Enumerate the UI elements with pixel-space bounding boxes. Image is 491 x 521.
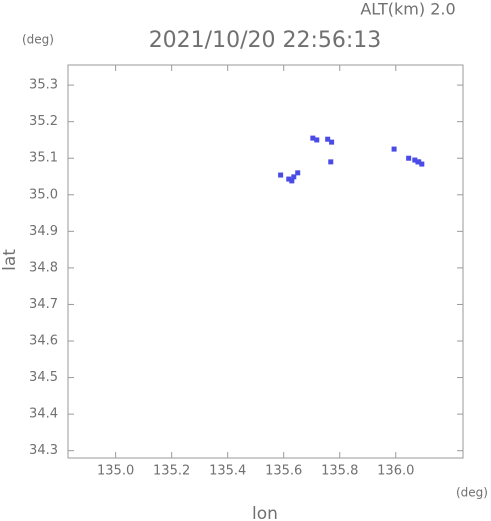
y-axis-label: lat — [0, 249, 20, 271]
echo-point — [310, 135, 316, 141]
echo-point — [286, 176, 292, 182]
y-tick-label: 34.3 — [29, 443, 58, 458]
y-tick-label: 34.7 — [29, 297, 58, 312]
x-tick-label: 135.4 — [209, 464, 246, 479]
y-tick-label: 34.5 — [29, 370, 58, 385]
echo-point — [328, 159, 334, 165]
x-axis-label: lon — [252, 504, 278, 521]
echo-point — [406, 155, 412, 161]
echo-point — [419, 161, 425, 167]
x-tick-label: 135.0 — [97, 464, 134, 479]
x-tick-label: 135.6 — [265, 464, 302, 479]
y-tick-label: 34.9 — [29, 224, 58, 239]
echo-point — [391, 146, 397, 152]
echo-point — [295, 170, 301, 176]
echo-point — [415, 159, 421, 165]
y-tick-label: 34.6 — [29, 334, 58, 349]
echo-point — [278, 172, 284, 178]
y-tick-label: 34.8 — [29, 260, 58, 275]
echo-point — [314, 137, 320, 143]
echo-point — [291, 174, 297, 180]
plot-frame — [67, 64, 464, 459]
echo-point — [289, 178, 295, 184]
echo-point — [412, 157, 418, 163]
echo-point — [329, 139, 335, 145]
altitude-label: ALT(km) 2.0 — [360, 0, 455, 19]
chart-title: 2021/10/20 22:56:13 — [149, 28, 382, 53]
y-tick-label: 35.2 — [29, 114, 58, 129]
y-tick-label: 34.4 — [29, 407, 58, 422]
y-tick-label: 35.1 — [29, 151, 58, 166]
echo-point — [325, 136, 331, 142]
y-unit: (deg) — [22, 33, 54, 47]
x-tick-label: 135.2 — [153, 464, 190, 479]
x-tick-label: 136.0 — [377, 464, 414, 479]
y-tick-label: 35.3 — [29, 78, 58, 93]
x-tick-label: 135.8 — [321, 464, 358, 479]
y-tick-label: 35.0 — [29, 187, 58, 202]
x-unit: (deg) — [456, 486, 488, 500]
